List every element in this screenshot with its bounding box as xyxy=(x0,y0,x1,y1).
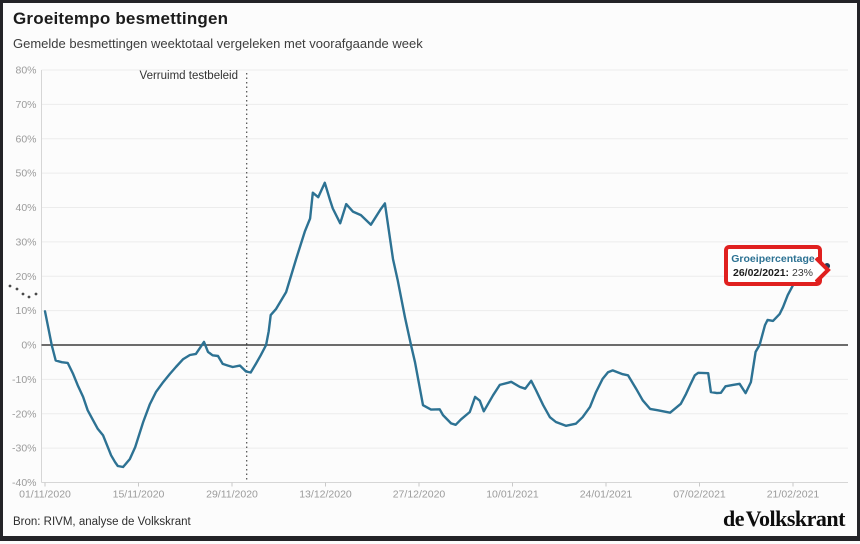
page-title: Groeitempo besmettingen xyxy=(13,9,229,28)
tooltip-value: 23% xyxy=(789,267,813,279)
x-axis-tick-label: 10/01/2021 xyxy=(486,489,539,501)
x-axis-tick-label: 21/02/2021 xyxy=(767,489,820,501)
y-axis-tick-label: -10% xyxy=(12,374,37,386)
y-axis-tick-label: 0% xyxy=(21,340,36,352)
y-axis-tick-label: 70% xyxy=(15,99,36,111)
highlighted-tooltip[interactable]: Groeipercentage 26/02/2021: 23% xyxy=(724,245,831,286)
volkskrant-logo: de Volkskrant xyxy=(723,506,845,531)
stray-dot xyxy=(27,295,31,299)
stray-dot xyxy=(34,292,38,296)
x-axis-tick-label: 07/02/2021 xyxy=(673,489,726,501)
x-axis-tick-label: 13/12/2020 xyxy=(299,489,352,501)
x-axis-tick-label: 01/11/2020 xyxy=(19,489,71,501)
stray-dot xyxy=(21,292,25,296)
y-axis-tick-label: -30% xyxy=(12,443,37,455)
y-axis-tick-label: -20% xyxy=(12,408,37,420)
x-axis-tick-label: 29/11/2020 xyxy=(206,489,258,501)
source-credit: Bron: RIVM, analyse de Volkskrant xyxy=(13,516,191,528)
y-axis-tick-label: 10% xyxy=(15,305,36,317)
y-axis-tick-label: 50% xyxy=(15,168,36,180)
x-axis-tick-label: 24/01/2021 xyxy=(580,489,633,501)
line-chart: -40% -30% -20% -10% 0% 10% 20% 30% 40% 50% 60% 70% 8… xyxy=(8,65,848,501)
growth-rate-line xyxy=(43,181,829,469)
chart-header: Groeitempo besmettingen Gemelde besmetti… xyxy=(13,9,423,51)
vline-annotation-label: Verruimd testbeleid xyxy=(139,70,238,82)
x-axis-tick-label: 27/12/2020 xyxy=(393,489,446,501)
y-axis-tick-label: 30% xyxy=(15,236,36,248)
stray-dot xyxy=(8,284,12,288)
stray-dot xyxy=(15,287,19,291)
x-axis-tick-label: 15/11/2020 xyxy=(113,489,165,501)
tooltip-date: 26/02/2021: xyxy=(733,267,790,279)
y-axis-tick-label: 20% xyxy=(15,271,36,283)
y-axis-tick-label: -40% xyxy=(12,477,37,489)
page-subtitle: Gemelde besmettingen weektotaal vergelek… xyxy=(13,36,423,51)
y-axis-tick-label: 60% xyxy=(15,133,36,145)
y-axis-tick-label: 40% xyxy=(15,202,36,214)
tooltip-series-name: Groeipercentage xyxy=(731,253,815,265)
tooltip-pointer-icon xyxy=(815,257,831,283)
y-axis-tick-label: 80% xyxy=(15,65,36,77)
